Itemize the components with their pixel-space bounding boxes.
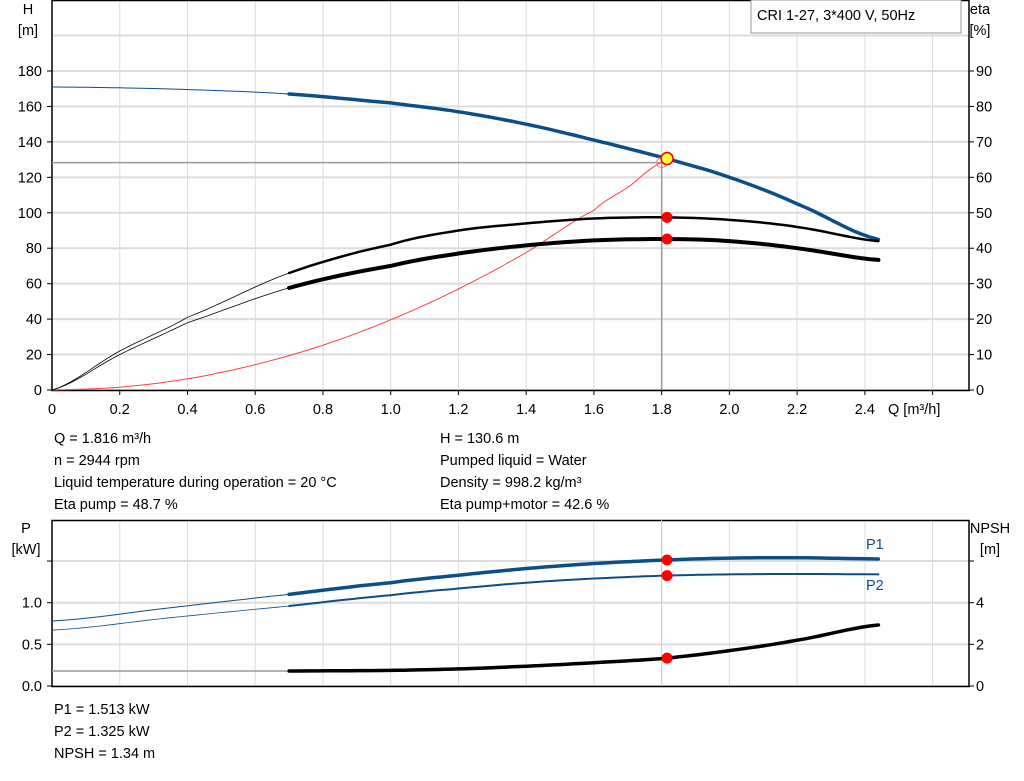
p2-marker <box>661 570 673 582</box>
x-tick-label: 2.2 <box>787 402 807 418</box>
y-right-axis-label: [m] <box>980 542 1000 558</box>
y-left-axis-label: [m] <box>18 23 38 39</box>
y-right-tick-label: 30 <box>976 277 992 293</box>
p1-marker <box>661 554 673 566</box>
y-right-tick-label: 20 <box>976 312 992 328</box>
p2-curve <box>288 573 880 607</box>
x-tick-label: 2.4 <box>855 402 875 418</box>
y-right-axis-label: NPSH <box>970 521 1010 537</box>
x-tick-label: 1.6 <box>584 402 604 418</box>
y-right-tick-label: 0 <box>976 679 984 695</box>
y-left-tick-label: 100 <box>18 206 42 222</box>
y-left-tick-label: 20 <box>26 348 42 364</box>
eta-total-curve <box>287 237 881 290</box>
y-left-tick-label: 0.5 <box>22 637 42 653</box>
curves <box>51 86 881 686</box>
y-left-axis-label: H <box>23 2 33 18</box>
y-right-axis-label: [%] <box>970 23 991 39</box>
p1-curve <box>287 555 881 597</box>
eta-total-marker <box>661 233 673 245</box>
y-right-tick-label: 10 <box>976 348 992 364</box>
tick-labels: 0 0.2 0.4 0.6 0.8 1.0 1.2 1.4 1.6 1.8 2.0 2.2 2.4 Q [… <box>12 2 1011 695</box>
x-tick-label: 1.8 <box>652 402 672 418</box>
y-right-tick-label: 0 <box>976 383 984 399</box>
y-right-tick-label: 70 <box>976 135 992 151</box>
eta-pump-curve-extrapolated <box>51 272 290 391</box>
info-npsh: NPSH = 1.34 m <box>54 746 156 762</box>
plot-frame <box>51 0 970 392</box>
y-right-tick-label: 90 <box>976 64 992 80</box>
y-right-axis-label: eta <box>970 2 991 18</box>
x-tick-label: 0.6 <box>245 402 265 418</box>
y-left-tick-label: 140 <box>18 135 42 151</box>
plot-frame <box>51 519 970 688</box>
npsh-curve <box>287 623 881 673</box>
head-curve <box>287 92 881 242</box>
y-left-tick-label: 1.0 <box>22 596 42 612</box>
y-right-tick-label: 40 <box>976 241 992 257</box>
y-right-tick-label: 50 <box>976 206 992 222</box>
info-liquid: Pumped liquid = Water <box>440 453 587 469</box>
title-box: CRI 1-27, 3*400 V, 50Hz <box>750 0 962 34</box>
y-left-tick-label: 120 <box>18 170 42 186</box>
eta-total-curve-extrapolated <box>51 287 290 391</box>
y-left-tick-label: 80 <box>26 241 42 257</box>
duty-point-marker <box>660 151 674 166</box>
info-p2: P2 = 1.325 kW <box>54 724 150 740</box>
y-left-tick-label: 160 <box>18 99 42 115</box>
npsh-marker <box>661 652 673 664</box>
info-temp: Liquid temperature during operation = 20… <box>54 475 337 491</box>
y-left-tick-label: 40 <box>26 312 42 328</box>
x-tick-label: 0.2 <box>110 402 130 418</box>
y-left-axis-label: P <box>21 521 31 537</box>
y-right-tick-label: 2 <box>976 637 984 653</box>
x-tick-label: 1.4 <box>516 402 536 418</box>
axes <box>47 0 974 688</box>
p1-label: P1 <box>866 537 884 553</box>
title-box-text: CRI 1-27, 3*400 V, 50Hz <box>757 8 915 24</box>
eta-pump-marker <box>661 211 673 223</box>
p1-curve-extrapolated <box>51 593 290 622</box>
y-left-tick-label: 0 <box>34 383 42 399</box>
p2-curve-extrapolated <box>51 605 290 631</box>
info-p1: P1 = 1.513 kW <box>54 702 150 718</box>
y-right-tick-label: 4 <box>976 596 984 612</box>
head-curve-extrapolated <box>52 86 290 95</box>
x-tick-label: 0.8 <box>313 402 333 418</box>
info-n: n = 2944 rpm <box>54 453 140 469</box>
p2-label: P2 <box>866 578 884 594</box>
info-q: Q = 1.816 m³/h <box>54 431 152 447</box>
info-eta-pump: Eta pump = 48.7 % <box>54 497 178 513</box>
x-tick-label: 0 <box>48 402 56 418</box>
info-eta-total: Eta pump+motor = 42.6 % <box>440 497 610 513</box>
y-right-tick-label: 80 <box>976 99 992 115</box>
system-curve <box>51 162 662 391</box>
markers <box>656 151 674 664</box>
eta-pump-curve <box>287 216 880 275</box>
y-left-axis-label: [kW] <box>12 542 41 558</box>
y-right-tick-label: 60 <box>976 170 992 186</box>
info-density: Density = 998.2 kg/m³ <box>440 475 582 491</box>
y-left-tick-label: 180 <box>18 64 42 80</box>
x-tick-label: 1.0 <box>381 402 401 418</box>
y-left-tick-label: 0.0 <box>22 679 42 695</box>
x-tick-label: 0.4 <box>177 402 197 418</box>
x-tick-label: 1.2 <box>448 402 468 418</box>
x-axis-label: Q [m³/h] <box>888 402 940 418</box>
y-left-tick-label: 60 <box>26 277 42 293</box>
x-tick-label: 2.0 <box>719 402 739 418</box>
info-h: H = 130.6 m <box>440 431 520 447</box>
